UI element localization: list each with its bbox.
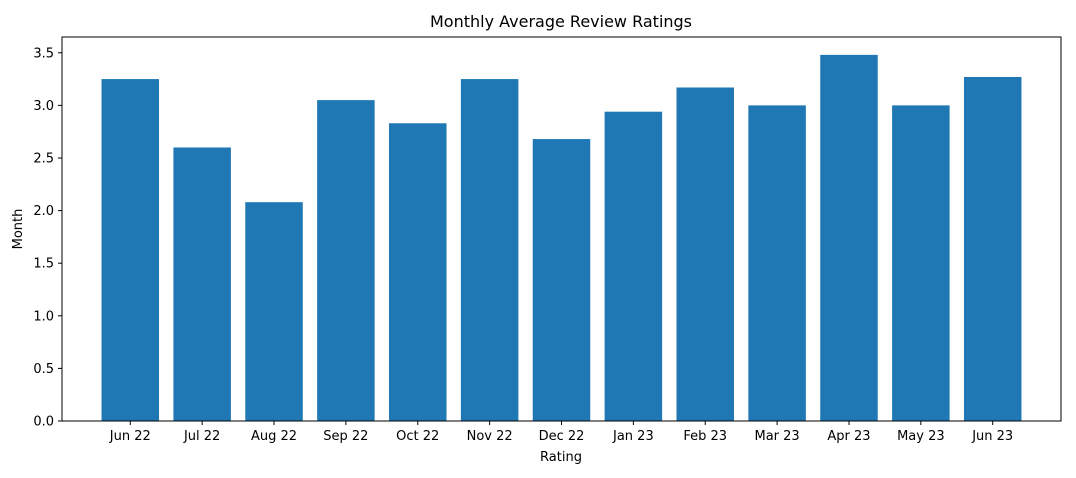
y-tick-label: 0.5 (33, 362, 54, 377)
plot-frame (61, 36, 1062, 422)
x-tick-label: Aug 22 (251, 429, 297, 444)
x-tick-label: Jan 23 (612, 429, 654, 444)
bar-oct-22 (389, 123, 447, 422)
y-tick-label: 2.0 (33, 204, 54, 219)
bar-aug-22 (245, 202, 303, 421)
bars-group (101, 54, 1022, 422)
y-tick-label: 2.5 (33, 151, 54, 166)
bar-nov-22 (460, 79, 519, 421)
x-tick-label: Dec 22 (539, 429, 585, 444)
y-axis-label: Month (11, 209, 26, 250)
x-tick-label: Jun 23 (971, 429, 1013, 444)
bar-jun-23 (963, 76, 1022, 421)
y-tick-label: 3.5 (33, 46, 54, 61)
x-axis-ticks: Jun 22 Jul 22 Aug 22 Sep 22 Oct 22 Nov 22 Dec … (109, 421, 1013, 444)
x-tick-label: May 23 (897, 429, 945, 444)
bar-jul-22 (173, 147, 231, 421)
y-tick-label: 0.0 (33, 415, 54, 430)
bar-mar-23 (748, 105, 806, 421)
bar-jan-23 (604, 111, 663, 421)
y-axis-ticks: 0.0 0.5 1.0 1.5 2.0 2.5 3.0 3.5 (33, 46, 62, 430)
bar-dec-22 (532, 139, 591, 422)
y-tick-label: 1.0 (33, 309, 54, 324)
x-tick-label: Oct 22 (396, 429, 439, 444)
x-tick-label: Sep 22 (323, 429, 368, 444)
bar-may-23 (892, 105, 950, 421)
y-tick-label: 3.0 (33, 99, 54, 114)
x-tick-label: Feb 23 (683, 429, 727, 444)
chart-title: Monthly Average Review Ratings (430, 12, 692, 31)
x-tick-label: Mar 23 (755, 429, 800, 444)
bar-apr-23 (820, 54, 878, 421)
y-tick-label: 1.5 (33, 257, 54, 272)
x-tick-label: Jul 22 (183, 429, 220, 444)
bar-feb-23 (676, 87, 734, 421)
x-tick-label: Nov 22 (467, 429, 513, 444)
x-tick-label: Jun 22 (109, 429, 151, 444)
x-tick-label: Apr 23 (827, 429, 870, 444)
bar-sep-22 (317, 100, 375, 422)
x-axis-label: Rating (540, 450, 582, 465)
bar-jun-22 (101, 79, 160, 421)
